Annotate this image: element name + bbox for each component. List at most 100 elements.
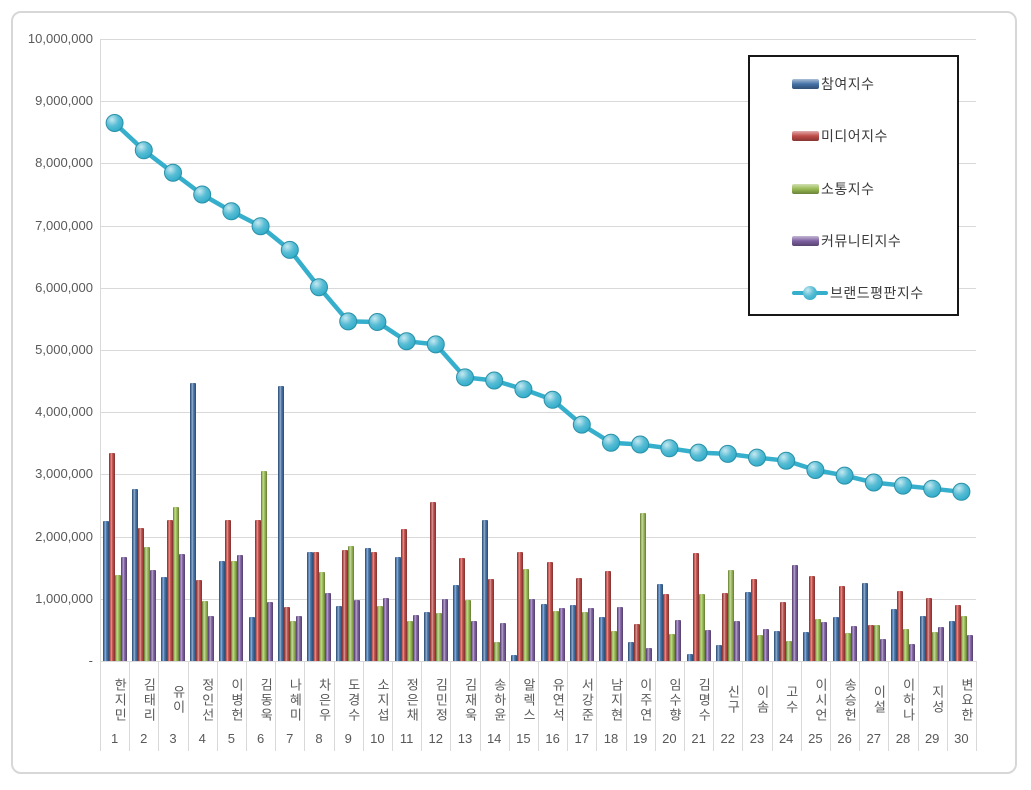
category-label: 이시언	[812, 677, 828, 723]
legend-label-participation: 참여지수	[821, 76, 875, 92]
legend-label-community: 커뮤니티지수	[821, 233, 902, 249]
y-tick-label: 9,000,000	[35, 93, 93, 109]
category-separator	[392, 661, 393, 751]
category-separator	[450, 661, 452, 751]
legend-label-media: 미디어지수	[821, 128, 888, 144]
category-separator	[187, 661, 189, 751]
bar-participation	[131, 489, 138, 661]
category-separator	[100, 661, 101, 751]
bar-media	[254, 520, 261, 661]
bar-communication	[786, 641, 793, 661]
bar-media	[575, 578, 582, 661]
rank-label: 14	[486, 731, 502, 746]
bar-community	[471, 621, 477, 661]
category-separator	[538, 661, 539, 751]
rank-label: 28	[895, 731, 911, 746]
bar-participation	[190, 383, 197, 661]
category-label: 유연석	[550, 677, 566, 723]
category-label: 한지민	[112, 677, 128, 723]
bar-media	[283, 607, 290, 661]
y-tick-label: 6,000,000	[35, 279, 93, 295]
bar-communication	[435, 613, 442, 661]
category-separator	[129, 661, 131, 751]
bar-community	[237, 555, 244, 661]
bar-participation	[715, 645, 722, 661]
bar-communication	[815, 619, 822, 661]
category-label: 변요한	[958, 677, 974, 723]
bar-communication	[581, 612, 588, 661]
x-axis: 한지민 1 김태리 2 유이 3 정인선 4 이병헌 5 김동욱 6 나혜미 7 차은우 8 도경수 9 소지섭 10…	[100, 661, 977, 753]
bar-media	[400, 529, 407, 661]
category-separator	[946, 661, 948, 751]
line-marker	[339, 312, 358, 331]
bar-communication	[114, 575, 121, 661]
bar-communication	[377, 606, 384, 661]
category-label: 이병헌	[228, 677, 244, 723]
bar-community	[879, 639, 886, 661]
y-tick-label: 10,000,000	[27, 31, 93, 46]
line-marker	[456, 368, 474, 387]
bar-media	[634, 624, 641, 661]
line-marker	[748, 448, 766, 467]
category-separator	[976, 661, 977, 751]
bar-communication	[698, 594, 705, 661]
category-label: 고수	[783, 685, 799, 715]
rank-label: 27	[866, 731, 882, 746]
bar-community	[120, 557, 127, 661]
line-marker	[397, 332, 416, 351]
bar-community	[295, 616, 302, 661]
rank-label: 20	[662, 731, 677, 746]
rank-label: 5	[227, 731, 235, 746]
rank-label: 12	[428, 731, 444, 746]
rank-label: 16	[545, 731, 560, 746]
legend-label-communication: 소통지수	[821, 181, 875, 197]
bar-community	[529, 599, 536, 661]
category-label: 나혜미	[287, 677, 303, 723]
bar-community	[441, 599, 448, 661]
y-tick-label: -	[88, 653, 93, 668]
category-separator	[654, 661, 656, 751]
line-marker	[310, 278, 328, 297]
plot-area	[100, 39, 976, 662]
bar-media	[167, 520, 173, 661]
line-marker	[222, 202, 241, 221]
bar-participation	[628, 642, 635, 661]
category-label: 김민정	[433, 677, 449, 723]
rank-label: 4	[198, 731, 206, 746]
bar-community	[412, 615, 419, 661]
bar-communication	[552, 611, 559, 661]
rank-label: 21	[691, 731, 706, 746]
rank-label: 22	[720, 731, 736, 746]
line-marker	[193, 185, 212, 204]
bar-participation	[891, 609, 897, 661]
y-tick-label: 4,000,000	[35, 404, 93, 420]
bar-community	[792, 565, 799, 661]
category-label: 지성	[929, 685, 945, 715]
bar-communication	[611, 631, 617, 661]
bar-communication	[844, 633, 851, 661]
bar-media	[867, 625, 874, 661]
bar-participation	[949, 621, 956, 661]
category-label: 김동욱	[258, 677, 274, 723]
gridline	[100, 163, 976, 165]
category-separator	[275, 661, 277, 751]
bar-community	[558, 608, 565, 661]
bar-participation	[394, 557, 401, 661]
bar-participation	[453, 585, 459, 661]
bar-community	[383, 598, 390, 661]
bar-media	[955, 605, 962, 661]
bar-participation	[803, 632, 810, 661]
gridline	[100, 350, 976, 351]
legend-swatch-media-icon	[792, 131, 819, 141]
bar-media	[897, 591, 903, 661]
line-marker	[280, 240, 299, 259]
line-marker	[134, 141, 153, 160]
category-separator	[684, 661, 685, 751]
category-label: 이설	[871, 685, 887, 715]
bar-media	[137, 528, 144, 661]
rank-label: 11	[399, 731, 414, 746]
legend-swatch-communication-icon	[792, 184, 819, 194]
rank-label: 8	[315, 731, 323, 746]
category-separator	[216, 661, 218, 751]
bar-participation	[248, 617, 255, 661]
